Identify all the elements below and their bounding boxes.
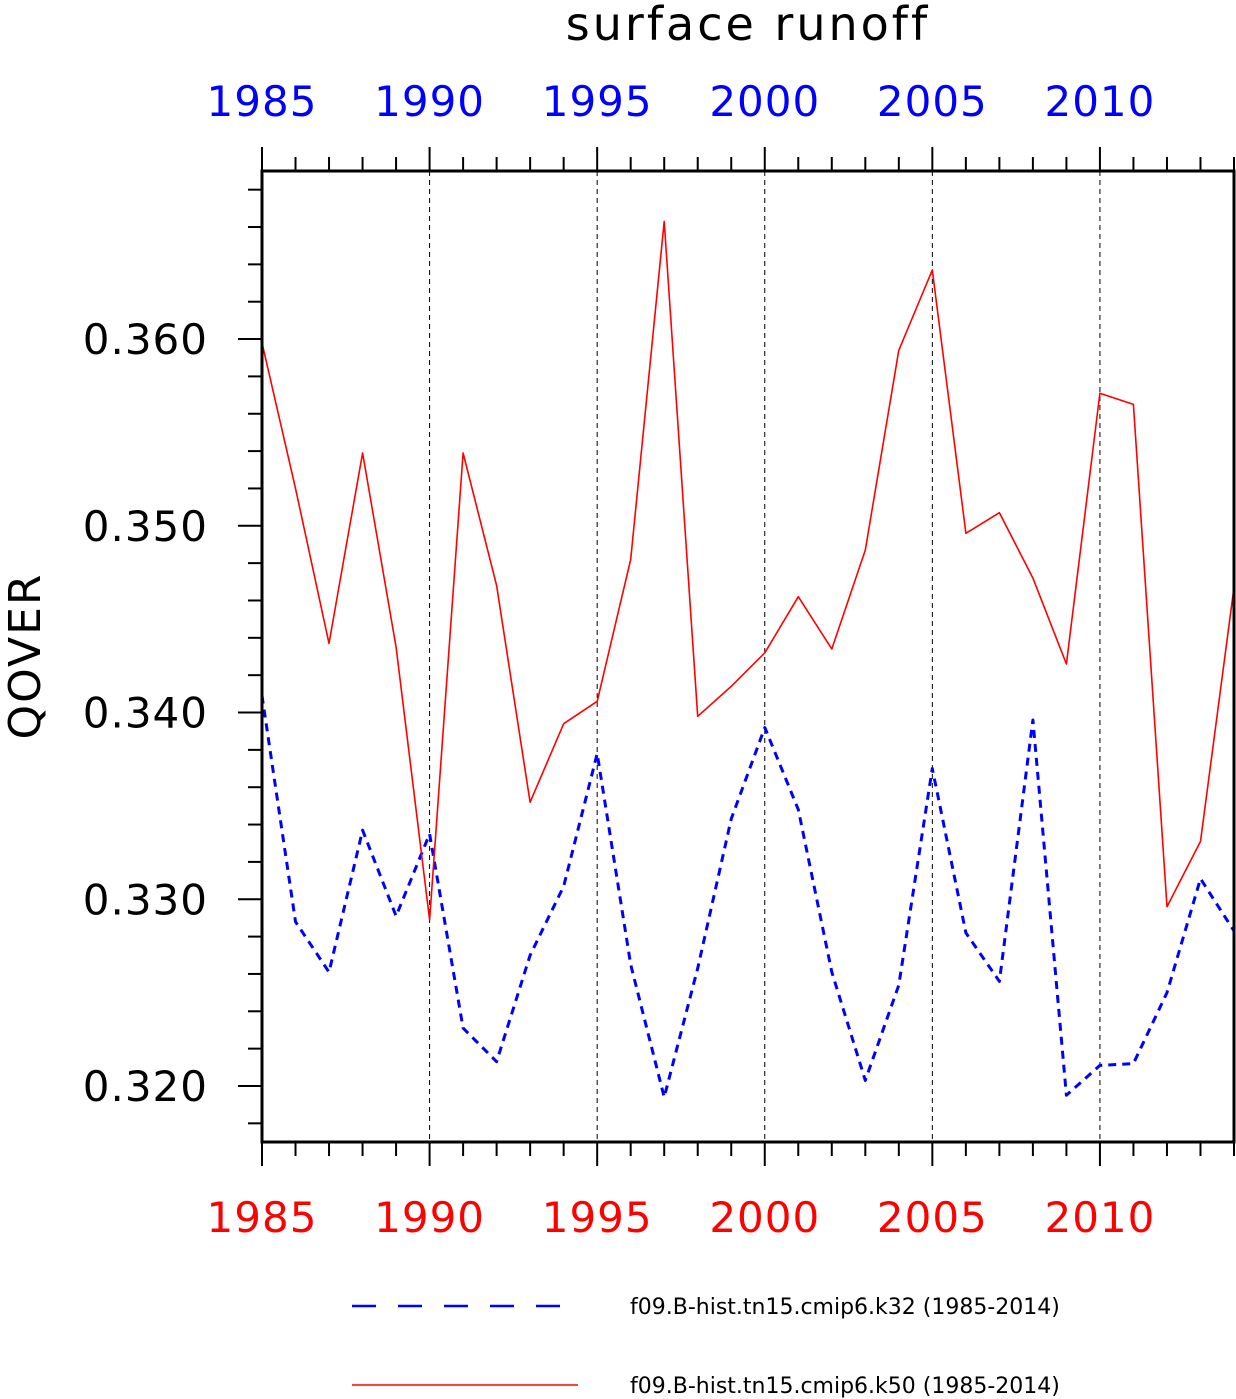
plot-frame xyxy=(260,169,1236,1144)
chart-title: surface runoff xyxy=(566,0,930,51)
bottom-tick-label-1985: 1985 xyxy=(207,1193,318,1242)
y-axis-label: QOVER xyxy=(0,573,51,740)
bottom-tick-label-2000: 2000 xyxy=(709,1193,820,1242)
legend: f09.B-hist.tn15.cmip6.k32 (1985-2014) f09… xyxy=(352,1295,1060,1399)
vertical-gridlines xyxy=(429,171,1101,1142)
y-tick-label-0.340: 0.340 xyxy=(83,689,208,738)
series-line-1 xyxy=(262,695,1234,1099)
top-tick-label-2000: 2000 xyxy=(709,77,820,126)
y-tick-label-0.330: 0.330 xyxy=(83,875,208,924)
legend-label-2: f09.B-hist.tn15.cmip6.k50 (1985-2014) xyxy=(630,1374,1060,1399)
y-tick-label-0.320: 0.320 xyxy=(83,1062,208,1111)
y-tick-label-0.360: 0.360 xyxy=(83,315,208,364)
bottom-axis-tick-labels: 1985 1990 1995 2000 2005 2010 xyxy=(207,1193,1155,1242)
top-tick-label-2010: 2010 xyxy=(1044,77,1155,126)
data-series xyxy=(262,220,1234,1099)
series-line-2 xyxy=(262,220,1234,921)
y-tick-label-0.350: 0.350 xyxy=(83,502,208,551)
top-tick-label-2005: 2005 xyxy=(877,77,988,126)
y-axis-tick-labels: 0.320 0.330 0.340 0.350 0.360 xyxy=(83,315,208,1111)
bottom-tick-label-1995: 1995 xyxy=(542,1193,653,1242)
bottom-tick-label-2010: 2010 xyxy=(1044,1193,1155,1242)
top-tick-label-1985: 1985 xyxy=(207,77,318,126)
axis-ticks xyxy=(238,147,1235,1166)
top-axis-tick-labels: 1985 1990 1995 2000 2005 2010 xyxy=(207,77,1155,126)
bottom-tick-label-1990: 1990 xyxy=(374,1193,485,1242)
bottom-tick-label-2005: 2005 xyxy=(877,1193,988,1242)
top-tick-label-1995: 1995 xyxy=(542,77,653,126)
top-tick-label-1990: 1990 xyxy=(374,77,485,126)
legend-label-1: f09.B-hist.tn15.cmip6.k32 (1985-2014) xyxy=(630,1295,1060,1320)
